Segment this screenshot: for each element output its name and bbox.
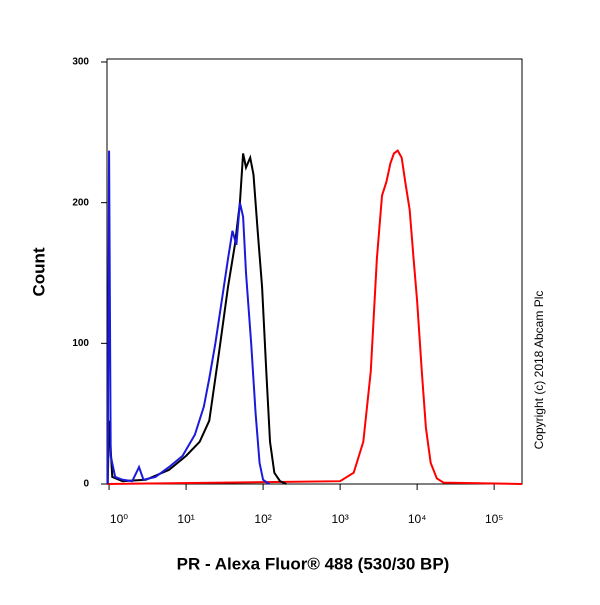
- y-axis-label: Count: [29, 247, 48, 296]
- series-line: [106, 153, 287, 485]
- y-tick-label: 200: [72, 197, 89, 208]
- series-line: [106, 149, 523, 485]
- x-tick-label: 10⁴: [408, 512, 427, 526]
- x-tick-label: 10⁵: [485, 512, 503, 526]
- copyright: Copyright (c) 2018 Abcam Plc: [532, 291, 546, 450]
- x-tick-label: 10³: [331, 512, 348, 526]
- x-tick-label: 10²: [254, 512, 271, 526]
- plot-frame: [106, 58, 523, 485]
- x-axis-label: PR - Alexa Fluor® 488 (530/30 BP): [177, 554, 450, 573]
- y-tick-label: 0: [83, 479, 89, 490]
- series-line: [106, 150, 270, 485]
- y-tick-label: 300: [72, 57, 89, 68]
- y-tick-label: 100: [72, 338, 89, 349]
- x-tick-label: 10⁰: [110, 512, 128, 526]
- x-tick-label: 10¹: [177, 512, 194, 526]
